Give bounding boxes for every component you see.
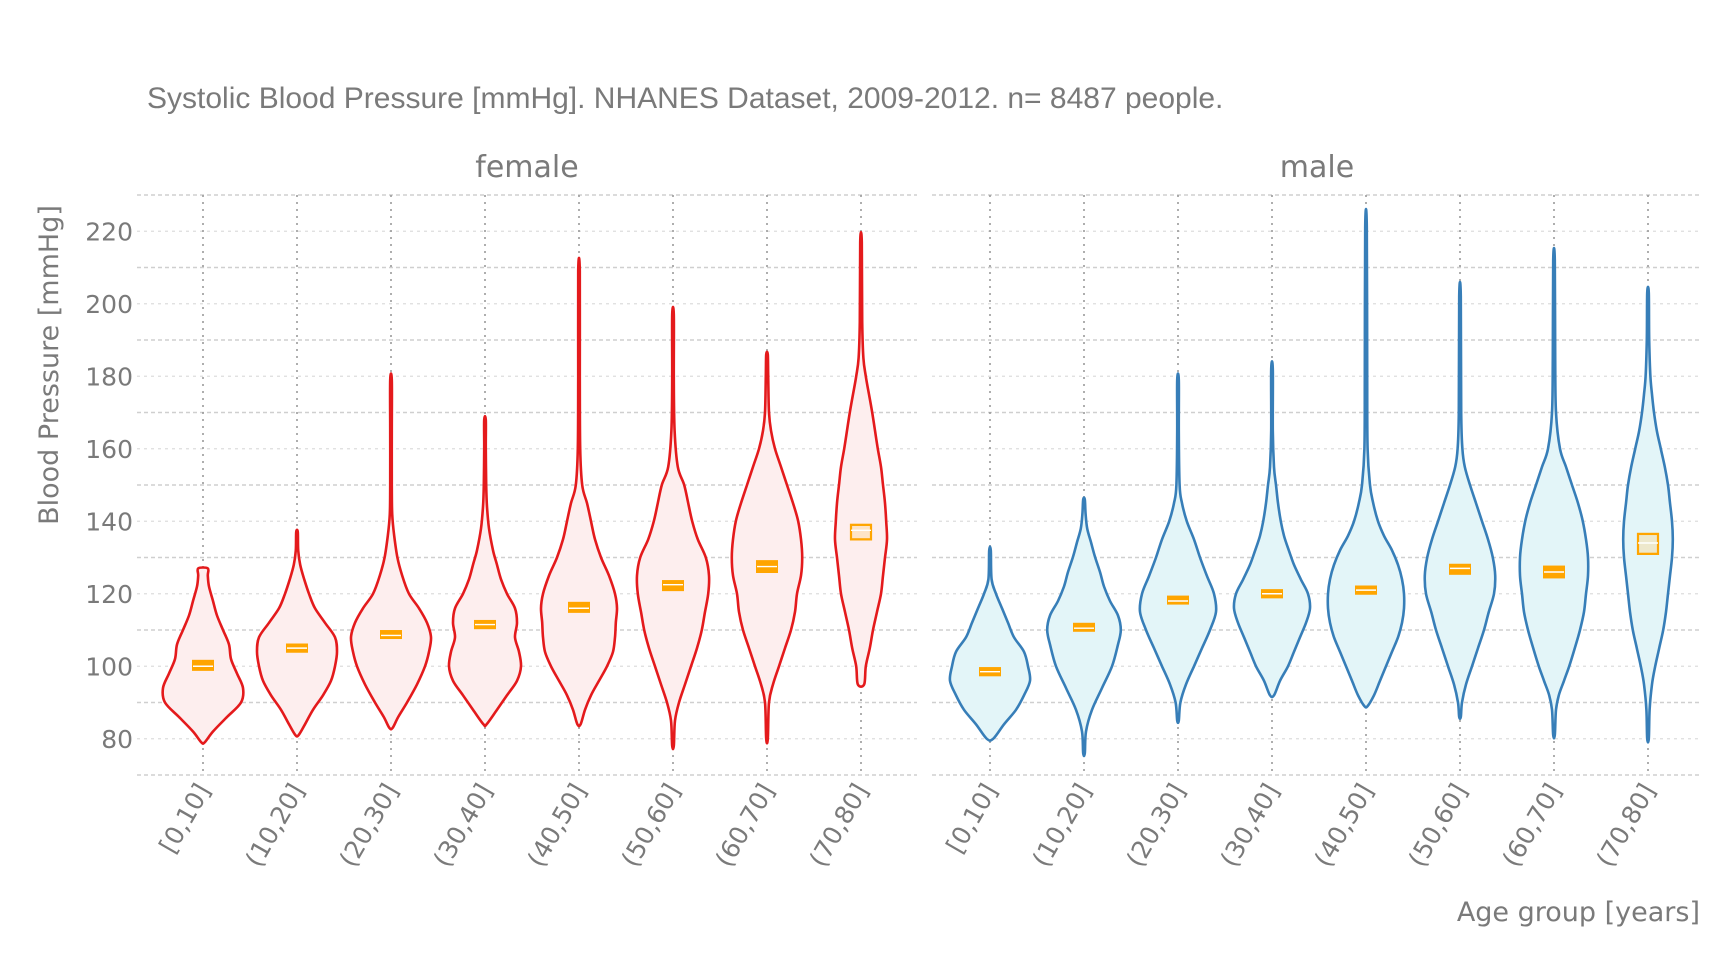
violin-female-4 bbox=[539, 256, 619, 728]
x-tick-label: (30,40] bbox=[428, 779, 499, 872]
violin-female-0 bbox=[161, 566, 245, 745]
y-tick-label: 80 bbox=[101, 725, 133, 754]
y-tick-label: 140 bbox=[85, 507, 133, 536]
x-tick-label: (70,80] bbox=[1591, 779, 1662, 872]
x-tick-label: [0,10] bbox=[153, 779, 216, 859]
x-tick-label: (60,70] bbox=[1497, 779, 1568, 872]
violin-male-6 bbox=[1518, 246, 1590, 740]
violin-female-6 bbox=[730, 350, 804, 745]
violin-male-5 bbox=[1423, 280, 1497, 721]
y-tick-label: 120 bbox=[85, 580, 133, 609]
violin-female-1 bbox=[255, 528, 339, 738]
box-female-5 bbox=[662, 580, 684, 592]
violin-male-2 bbox=[1138, 372, 1218, 725]
y-tick-label: 160 bbox=[85, 435, 133, 464]
x-tick-label: (10,20] bbox=[240, 779, 311, 872]
x-axis-title: Age group [years] bbox=[1457, 897, 1700, 928]
violin-female-3 bbox=[447, 414, 523, 728]
box-male-1 bbox=[1073, 622, 1095, 632]
y-tick-label: 180 bbox=[85, 362, 133, 391]
violin-female-2 bbox=[349, 372, 433, 731]
x-tick-label: (30,40] bbox=[1215, 779, 1286, 872]
violin-female-7 bbox=[833, 230, 889, 688]
y-tick-label: 200 bbox=[85, 290, 133, 319]
y-tick-label: 220 bbox=[85, 217, 133, 246]
violin-male-4 bbox=[1326, 207, 1406, 709]
box-male-2 bbox=[1167, 595, 1189, 605]
y-tick-label: 100 bbox=[85, 652, 133, 681]
x-tick-label: (40,50] bbox=[522, 779, 593, 872]
x-tick-label: (10,20] bbox=[1027, 779, 1098, 872]
x-tick-label: (50,60] bbox=[1403, 779, 1474, 872]
y-axis-title: Blood Pressure [mmHg] bbox=[34, 205, 65, 525]
facet-label-male: male bbox=[1280, 150, 1354, 185]
box-female-0 bbox=[192, 659, 214, 671]
x-tick-label: (20,30] bbox=[1121, 779, 1192, 872]
x-tick-label: (50,60] bbox=[616, 779, 687, 872]
x-tick-label: (60,70] bbox=[710, 779, 781, 872]
facet-label-female: female bbox=[475, 150, 578, 185]
x-tick-label: [0,10] bbox=[940, 779, 1003, 859]
x-tick-label: (20,30] bbox=[334, 779, 405, 872]
violin-male-3 bbox=[1232, 359, 1312, 699]
x-tick-label: (70,80] bbox=[804, 779, 875, 872]
box-fill-male-7 bbox=[1636, 532, 1660, 555]
chart-subtitle: Systolic Blood Pressure [mmHg]. NHANES D… bbox=[147, 82, 1223, 115]
box-male-5 bbox=[1449, 563, 1471, 575]
box-female-2 bbox=[380, 630, 402, 640]
violin-male-0 bbox=[948, 545, 1032, 742]
violin-female-5 bbox=[635, 305, 711, 751]
box-fill-female-7 bbox=[849, 523, 873, 541]
violin-male-7 bbox=[1621, 285, 1675, 744]
box-female-4 bbox=[568, 601, 590, 613]
x-tick-label: (40,50] bbox=[1309, 779, 1380, 872]
